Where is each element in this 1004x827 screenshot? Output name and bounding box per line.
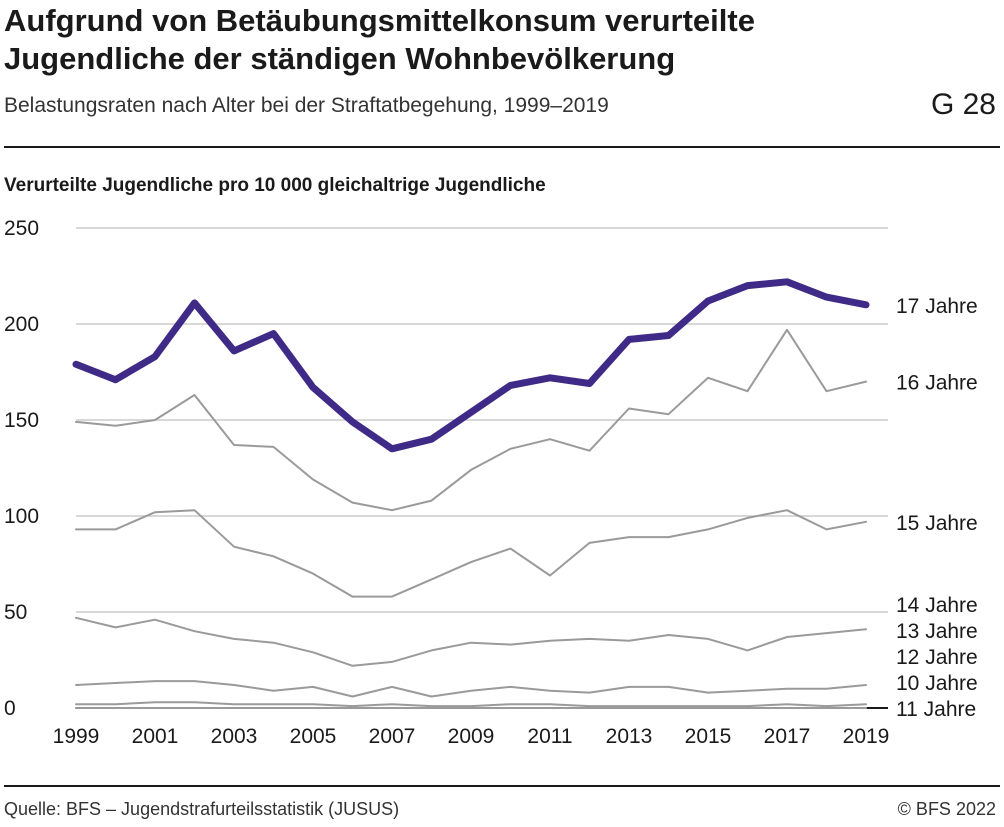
series-labels: 17 Jahre 16 Jahre 15 Jahre 14 Jahre 13 Jahre… — [896, 295, 978, 721]
chart-title: Aufgrund von Betäubungsmittelkonsum veru… — [4, 2, 904, 78]
series-line — [75, 509, 867, 598]
x-tick-label: 2001 — [132, 725, 179, 748]
copyright-note: © BFS 2022 — [897, 799, 996, 819]
series-label: 15 Jahre — [896, 512, 978, 535]
series-label: 13 Jahre — [896, 620, 978, 643]
series-line — [75, 616, 867, 667]
y-tick-label: 50 — [4, 601, 27, 624]
series-line — [75, 680, 867, 698]
y-axis-label: Verurteilte Jugendliche pro 10 000 gleic… — [4, 175, 546, 196]
x-tick-label: 2011 — [527, 725, 572, 748]
grid-lines — [76, 227, 888, 709]
x-tick-label: 2007 — [369, 725, 416, 748]
series-line — [72, 278, 870, 453]
x-tick-label: 2019 — [843, 725, 890, 748]
y-tick-label: 250 — [4, 217, 39, 240]
series-line — [75, 701, 867, 708]
x-tick-label: 2005 — [290, 725, 337, 748]
x-tick-label: 2003 — [211, 725, 258, 748]
bottom-divider — [4, 785, 1000, 787]
series-label: 11 Jahre — [896, 698, 976, 721]
top-divider — [4, 146, 1000, 148]
x-tick-label: 2009 — [448, 725, 495, 748]
graphic-number: G 28 — [930, 88, 996, 121]
chart-title-line1: Aufgrund von Betäubungsmittelkonsum veru… — [4, 3, 755, 38]
y-tick-label: 150 — [4, 409, 39, 432]
series-label: 17 Jahre — [896, 295, 978, 318]
x-tick-label: 2015 — [685, 725, 732, 748]
y-tick-label: 200 — [4, 313, 39, 336]
x-tick-label: 2013 — [606, 725, 653, 748]
series-label: 14 Jahre — [896, 594, 978, 617]
y-tick-label: 0 — [4, 697, 16, 720]
series-label: 12 Jahre — [896, 646, 978, 669]
series-label: 10 Jahre — [896, 672, 978, 695]
y-tick-label: 100 — [4, 505, 39, 528]
series-line — [75, 328, 867, 512]
series-label: 16 Jahre — [896, 372, 978, 395]
x-tick-label: 1999 — [53, 725, 100, 748]
series-lines — [72, 278, 870, 709]
chart-title-line2: Jugendliche der ständigen Wohnbevölkerun… — [4, 41, 676, 76]
y-tick-labels: 0 50 100 150 200 250 — [4, 217, 39, 720]
chart-subtitle: Belastungsraten nach Alter bei der Straf… — [4, 94, 609, 117]
x-tick-label: 2017 — [764, 725, 811, 748]
x-tick-labels: 1999 2001 2003 2005 2007 2009 2011 2013 2015 2017… — [53, 725, 890, 748]
source-note: Quelle: BFS – Jugendstrafurteilsstatisti… — [4, 799, 400, 819]
